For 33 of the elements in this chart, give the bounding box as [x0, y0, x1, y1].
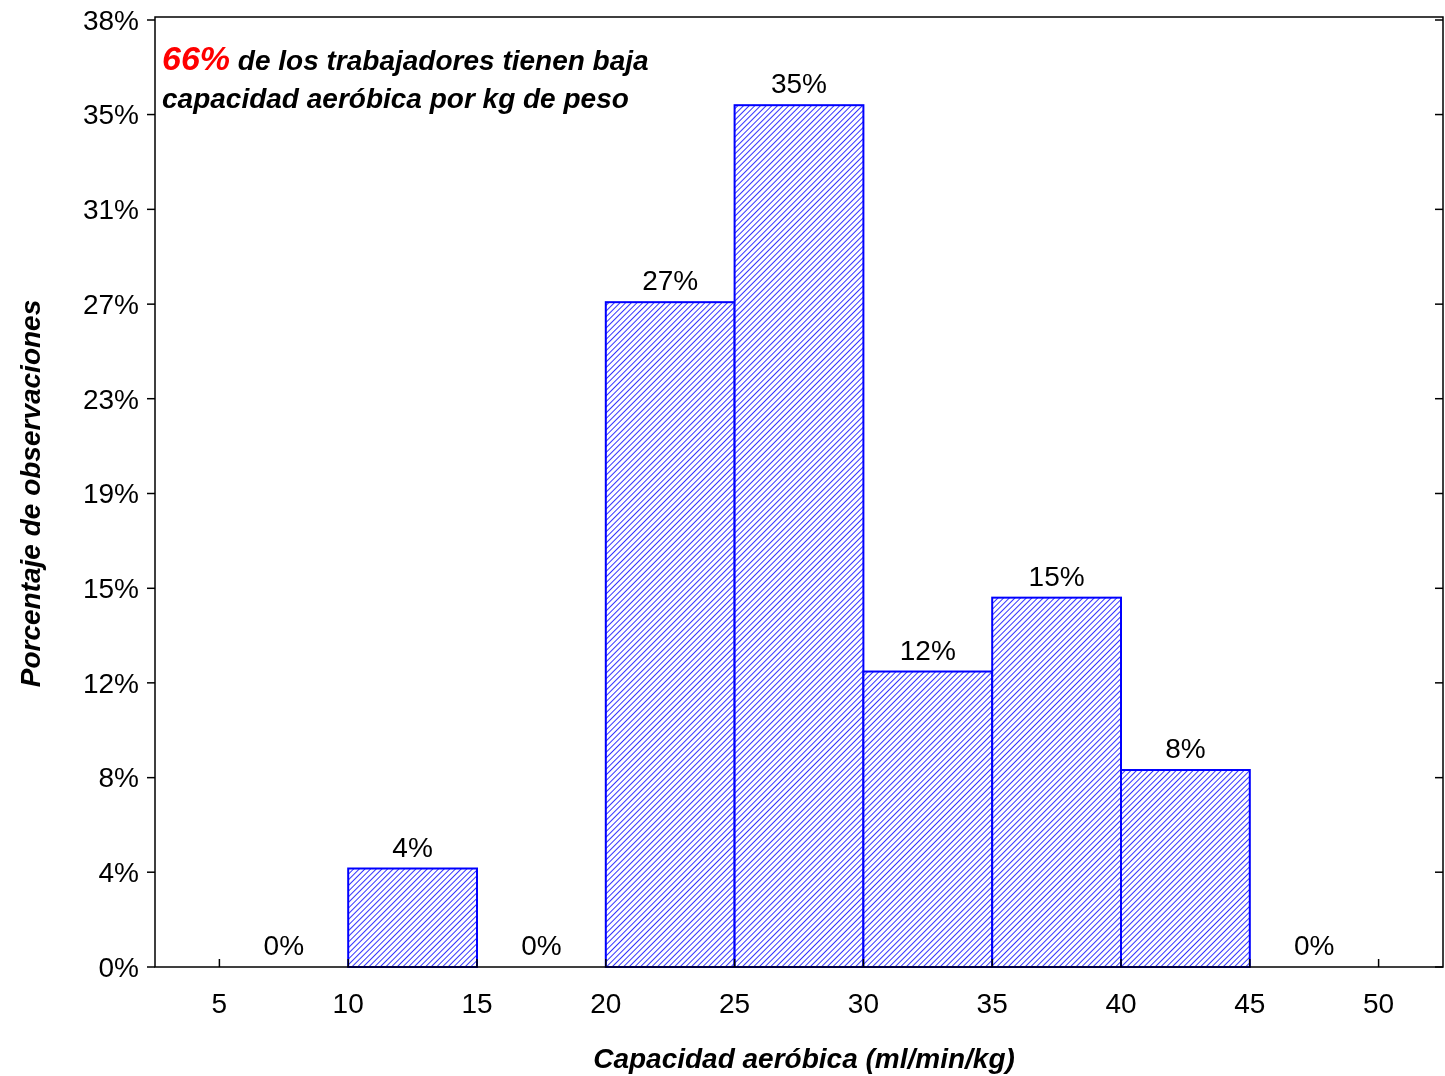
x-tick-label: 5 — [211, 988, 228, 1019]
data-label: 35% — [770, 68, 828, 100]
x-tick-label: 15 — [461, 988, 493, 1019]
y-tick-label: 4% — [98, 857, 139, 888]
y-tick-label: 38% — [82, 4, 139, 36]
x-tick-label: 50 — [1363, 988, 1395, 1019]
x-tick-label: 40 — [1105, 988, 1137, 1019]
data-label: 15% — [1028, 560, 1085, 592]
x-tick-label: 30 — [847, 988, 879, 1019]
x-tick-label: 35 — [976, 988, 1008, 1019]
x-tick-label: 20 — [590, 988, 622, 1019]
y-tick-label: 19% — [82, 478, 139, 510]
x-axis-title: Capacidad aeróbica (ml/min/kg) — [593, 1043, 1015, 1074]
data-label: 8% — [1165, 733, 1206, 765]
y-tick-label: 8% — [98, 762, 139, 794]
y-tick-label: 12% — [82, 667, 139, 699]
data-label: 12% — [899, 634, 956, 666]
data-label: 27% — [642, 265, 699, 297]
y-tick-label: 27% — [82, 288, 139, 320]
x-tick-label: 45 — [1234, 988, 1266, 1019]
y-tick-label: 15% — [82, 573, 139, 605]
x-tick-label: 10 — [332, 988, 364, 1019]
y-axis-title: Porcentaje de observaciones — [15, 299, 46, 688]
y-tick-label: 23% — [82, 383, 139, 415]
y-tick-label: 35% — [82, 99, 139, 131]
y-tick-label: 0% — [98, 951, 139, 983]
data-label: 0% — [521, 930, 562, 961]
annotation: 66% de los trabajadores tienen baja capacidad aeróbica por kg de peso — [162, 39, 649, 114]
data-label: 0% — [1293, 930, 1335, 961]
data-label: 4% — [392, 831, 433, 863]
y-tick-label: 31% — [82, 194, 139, 226]
x-tick-label: 25 — [719, 988, 751, 1019]
data-label: 0% — [263, 930, 305, 961]
